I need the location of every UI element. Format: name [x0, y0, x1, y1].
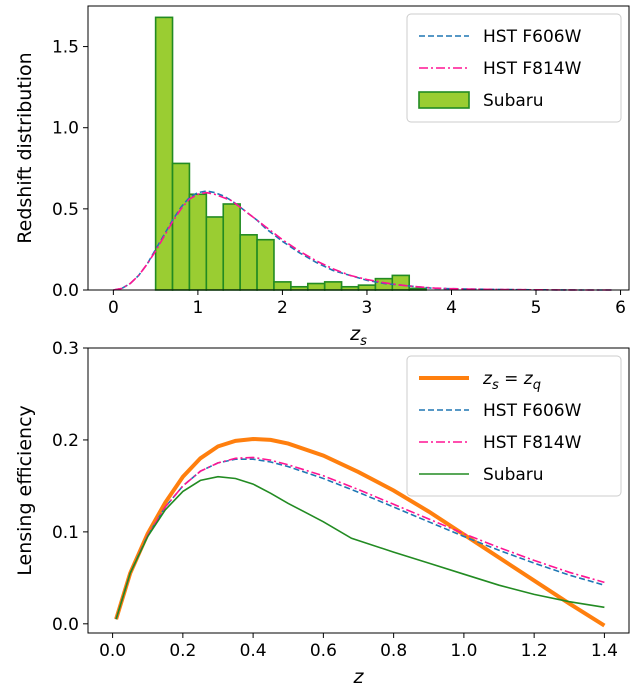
axes-frame — [87, 5, 630, 291]
axes-frame — [87, 347, 630, 634]
y-tick-label: 0.1 — [52, 523, 79, 543]
legend: zs​ = zq​ HST F606W HST F814W Subaru — [406, 355, 622, 497]
histogram-bar — [273, 281, 292, 291]
lensing-efficiency-panel: 0.0 0.2 0.4 0.6 0.8 1.0 1.2 1.4 0.0 0.1 0.2 0.3 z Len… — [14, 339, 630, 687]
y-tick-label: 0.0 — [52, 615, 79, 635]
y-tick-label: 0.5 — [52, 200, 79, 220]
x-tick-label: 0.4 — [240, 641, 267, 661]
x-tick-label: 3 — [362, 298, 373, 318]
legend-label: Subaru — [483, 91, 544, 111]
y-tick-label: 0.0 — [52, 281, 79, 301]
series-line — [114, 436, 606, 628]
legend-label: HST F814W — [483, 433, 582, 453]
legend-label: HST F606W — [483, 401, 582, 421]
histogram-bar — [205, 216, 225, 291]
x-tick-label: 1 — [192, 298, 203, 318]
x-tick-label: 6 — [615, 298, 626, 318]
legend-swatch — [418, 91, 470, 109]
x-tick-label: 0 — [108, 298, 119, 318]
x-axis-label: z — [353, 666, 365, 687]
y-tick-label: 0.3 — [52, 339, 79, 359]
x-tick-label: 0.0 — [99, 641, 126, 661]
legend-label: zs​ = zq​ — [482, 369, 541, 393]
legend-label: HST F606W — [483, 27, 582, 47]
y-tick-label: 0.2 — [52, 431, 79, 451]
y-axis-label: Redshift distribution — [14, 52, 36, 243]
histogram-bar — [188, 193, 208, 291]
histogram-bar — [357, 284, 377, 291]
x-tick-label: 1.2 — [521, 641, 548, 661]
y-axis-label: Lensing efficiency — [14, 405, 36, 576]
x-tick-label: 5 — [531, 298, 542, 318]
legend: HST F606W HST F814W Subaru — [406, 13, 622, 123]
histogram-bar — [239, 234, 258, 291]
x-tick-label: 1.0 — [450, 641, 477, 661]
x-tick-label: 0.8 — [380, 641, 407, 661]
x-tick-label: 2 — [277, 298, 288, 318]
series-line — [115, 456, 605, 620]
histogram-bar — [391, 274, 411, 291]
histogram-bar — [323, 281, 343, 291]
legend-label: HST F814W — [483, 59, 582, 79]
x-tick-label: 0.6 — [310, 641, 337, 661]
histogram-bar — [306, 282, 326, 291]
series-line — [115, 475, 605, 620]
histogram-bar — [256, 238, 275, 291]
legend-frame — [406, 355, 622, 497]
x-tick-label: 4 — [446, 298, 457, 318]
y-tick-label: 1.0 — [52, 119, 79, 139]
legend-label: Subaru — [483, 465, 544, 485]
plot-area — [114, 436, 606, 628]
x-axis-label: zs​ — [349, 323, 367, 349]
x-tick-label: 1.4 — [591, 641, 618, 661]
histogram-bar — [171, 162, 191, 291]
x-tick-label: 0.2 — [169, 641, 196, 661]
series-line — [113, 191, 613, 291]
plot-area — [113, 16, 613, 291]
histogram-bar — [154, 16, 174, 291]
redshift-distribution-panel: 0 1 2 3 4 5 6 0.0 0.5 1.0 1.5 zs​ Redshift distribut… — [14, 5, 630, 349]
histogram-bar — [222, 203, 241, 291]
y-tick-label: 1.5 — [52, 38, 79, 58]
